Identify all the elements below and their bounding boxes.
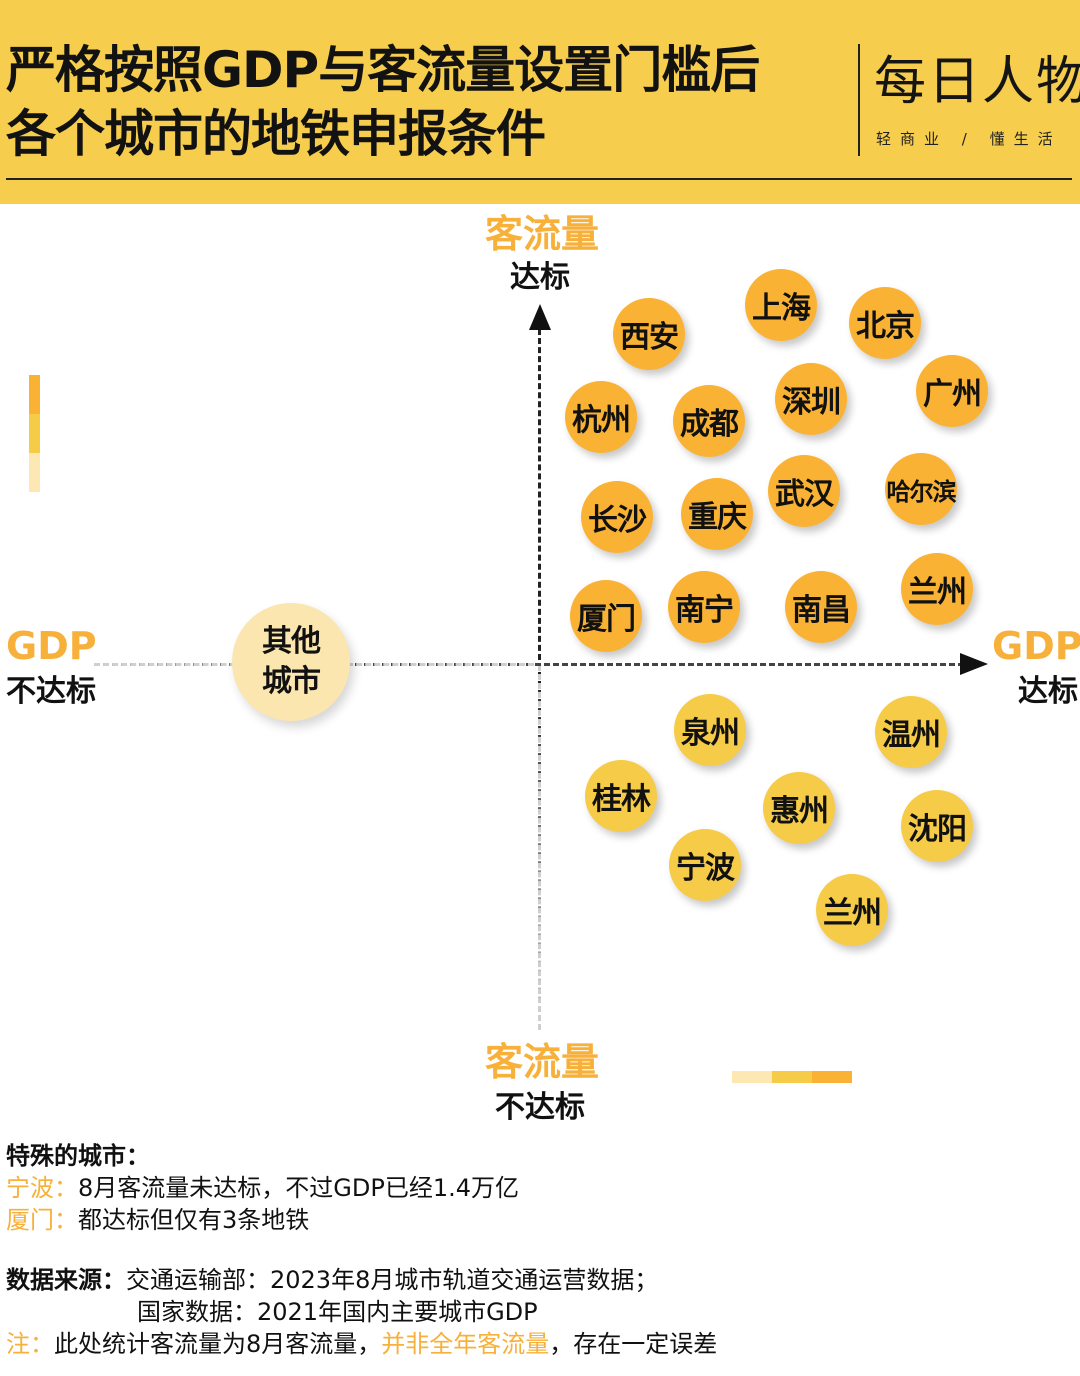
city-bubble: 泉州 [674,694,746,766]
city-bubble: 北京 [849,287,921,359]
footnote-label: 注： [6,1330,54,1358]
footnote-row: 注：此处统计客流量为8月客流量，并非全年客流量，存在一定误差 [6,1328,717,1360]
special-city-text: 都达标但仅有3条地铁 [78,1206,310,1234]
page-title-line2: 各个城市的地铁申报条件 [6,105,546,163]
special-city-row: 宁波：8月客流量未达标，不过GDP已经1.4万亿 [6,1172,717,1204]
x-axis-left-status: 不达标 [6,674,96,709]
legend-swatch-neither [732,1071,772,1083]
special-city-row: 厦门：都达标但仅有3条地铁 [6,1204,717,1236]
footnote-highlight: 并非全年客流量 [381,1330,550,1358]
data-source-label: 数据来源： [6,1266,126,1294]
city-bubble: 广州 [916,355,988,427]
y-axis-bottom-title: 客流量 [485,1040,600,1084]
city-bubble: 成都 [673,385,745,457]
city-bubble: 重庆 [681,478,753,550]
city-bubble: 西安 [613,298,685,370]
footnote-text-end: ，存在一定误差 [549,1330,718,1358]
city-bubble: 宁波 [669,829,741,901]
legend-horizontal-bar [732,1071,852,1083]
city-bubble: 沈阳 [901,790,973,862]
x-axis-left-title: GDP [6,624,97,668]
special-cities-heading: 特殊的城市： [6,1142,150,1170]
city-bubble: 哈尔滨 [885,453,957,525]
arrow-right-icon [960,653,988,675]
city-bubble: 南宁 [668,571,740,643]
data-source-row: 数据来源：交通运输部：2023年8月城市轨道交通运营数据； [6,1264,717,1296]
city-bubble: 长沙 [581,481,653,553]
data-source-line2: 国家数据：2021年国内主要城市GDP [137,1298,538,1326]
y-axis-line-lower [538,665,541,1030]
city-bubble: 桂林 [585,760,657,832]
city-bubble: 兰州 [816,874,888,946]
notes-section: 特殊的城市： 宁波：8月客流量未达标，不过GDP已经1.4万亿 厦门：都达标但仅… [6,1140,717,1360]
city-bubble: 深圳 [775,363,847,435]
special-city-name: 宁波： [6,1174,78,1202]
x-axis-right-title: GDP [992,624,1080,668]
special-city-name: 厦门： [6,1206,78,1234]
city-bubble: 兰州 [901,553,973,625]
header-divider [858,44,860,156]
city-bubble: 温州 [875,696,947,768]
legend-vertical-bar [29,375,40,492]
city-bubble: 上海 [745,269,817,341]
page-title-line1: 严格按照GDP与客流量设置门槛后 [6,41,760,99]
legend-swatch-gdp-only [29,414,40,453]
legend-swatch-neither [29,453,40,492]
city-bubble: 惠州 [763,772,835,844]
legend-swatch-both [29,375,40,414]
arrow-up-icon [529,304,551,330]
special-city-text: 8月客流量未达标，不过GDP已经1.4万亿 [78,1174,519,1202]
x-axis-right-status: 达标 [1018,674,1078,709]
footnote-text: 此处统计客流量为8月客流量， [54,1330,382,1358]
y-axis-bottom-status: 不达标 [495,1090,585,1125]
city-bubble: 南昌 [785,571,857,643]
bubble-label: 其他 [262,624,321,659]
city-bubble: 杭州 [565,381,637,453]
legend-swatch-gdp-only [772,1071,812,1083]
brand-slogan: 轻商业 / 懂生活 [876,130,1062,148]
data-source-line1: 交通运输部：2023年8月城市轨道交通运营数据； [126,1266,659,1294]
bubble-other-cities: 其他 城市 [232,603,350,721]
header-banner: 严格按照GDP与客流量设置门槛后 各个城市的地铁申报条件 每日人物 轻商业 / … [0,0,1080,204]
city-bubble: 厦门 [570,580,642,652]
header-underline [6,178,1072,180]
y-axis-top-status: 达标 [510,260,570,295]
brand-logo: 每日人物 [874,52,1080,112]
legend-swatch-both [812,1071,852,1083]
y-axis-top-title: 客流量 [485,212,600,256]
city-bubble: 武汉 [768,455,840,527]
bubble-label: 城市 [262,664,321,699]
